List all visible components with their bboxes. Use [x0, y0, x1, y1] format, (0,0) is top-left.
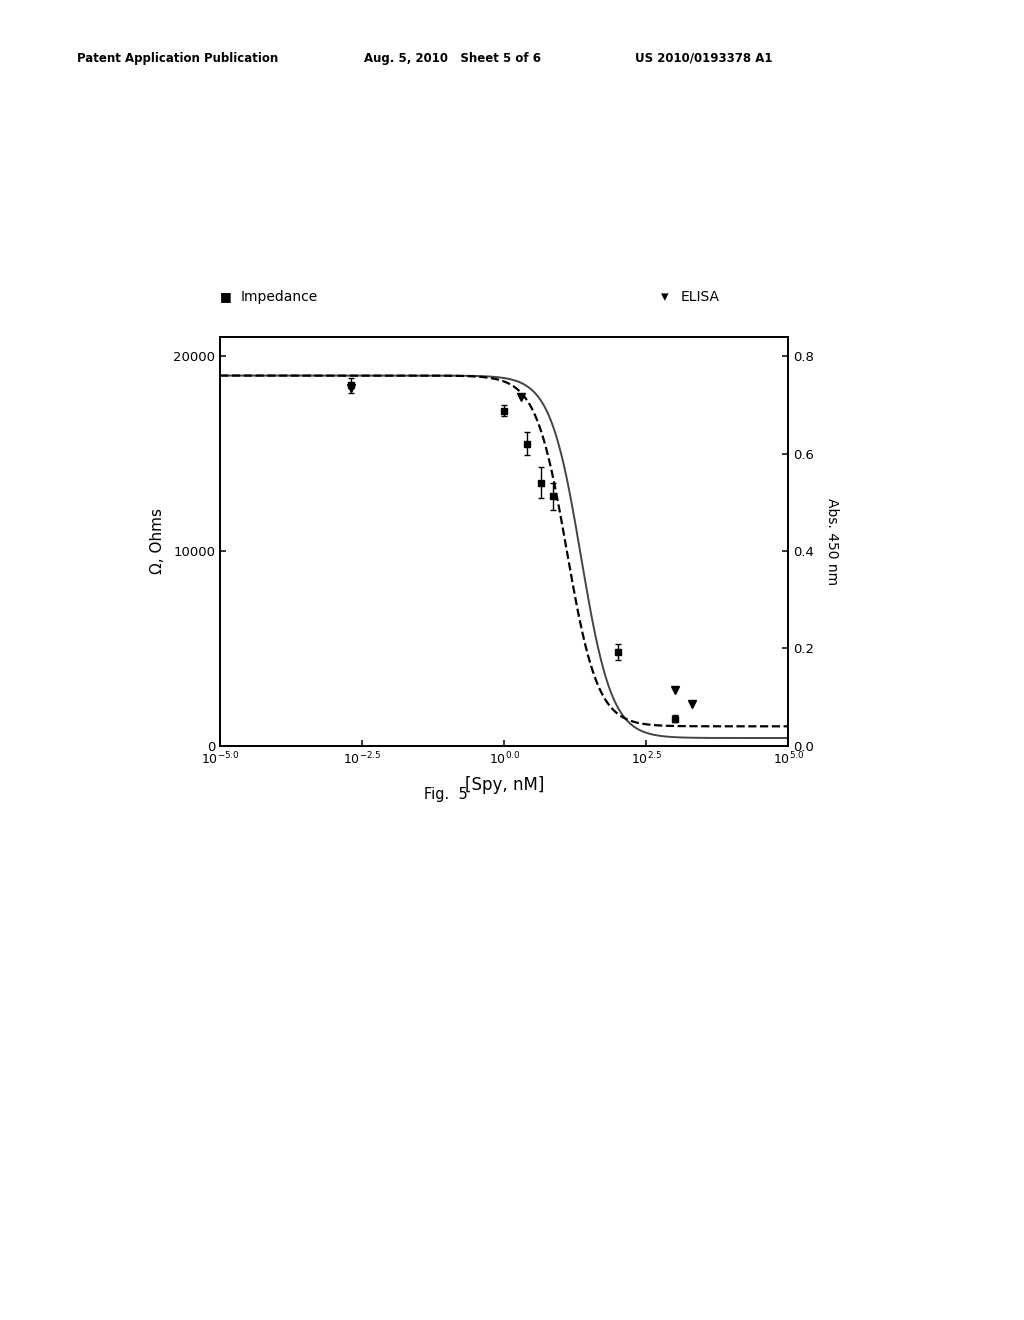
Text: ▾: ▾ [660, 289, 668, 305]
Text: Aug. 5, 2010   Sheet 5 of 6: Aug. 5, 2010 Sheet 5 of 6 [364, 51, 541, 65]
Text: ELISA: ELISA [681, 290, 720, 304]
Text: US 2010/0193378 A1: US 2010/0193378 A1 [635, 51, 772, 65]
Text: ■: ■ [220, 290, 231, 304]
Text: Fig.  5: Fig. 5 [424, 787, 467, 801]
X-axis label: [Spy, nM]: [Spy, nM] [465, 776, 544, 793]
Text: Patent Application Publication: Patent Application Publication [77, 51, 279, 65]
Y-axis label: Abs. 450 nm: Abs. 450 nm [825, 498, 840, 585]
Text: Impedance: Impedance [241, 290, 317, 304]
Y-axis label: Ω, Ohms: Ω, Ohms [150, 508, 165, 574]
